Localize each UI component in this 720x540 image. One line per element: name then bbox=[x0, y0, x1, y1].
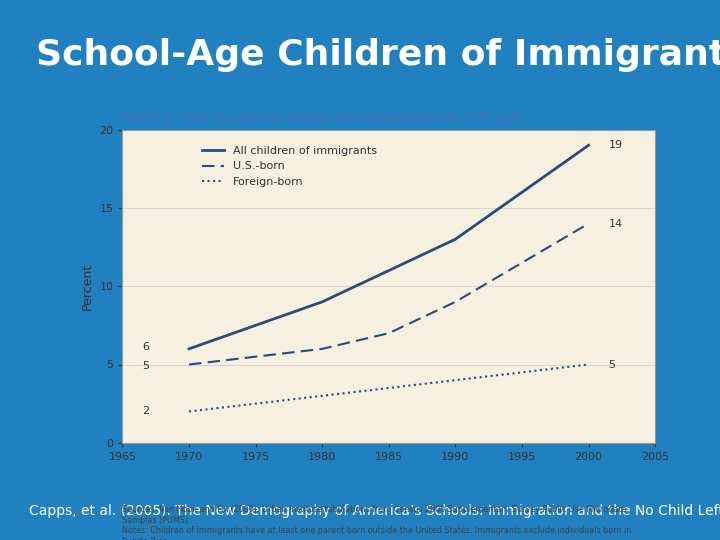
Text: 14: 14 bbox=[608, 219, 623, 228]
Text: 5: 5 bbox=[143, 361, 149, 371]
Legend: All children of immigrants, U.S.-born, Foreign-born: All children of immigrants, U.S.-born, F… bbox=[197, 141, 381, 191]
Y-axis label: Percent: Percent bbox=[81, 262, 94, 310]
Text: Capps, et al. (2005). The New Demography of America’s Schools: Immigration and t: Capps, et al. (2005). The New Demography… bbox=[29, 504, 720, 518]
Text: Sources: Van Hook and Fix (2000); Urban Institute tabulations from Census 2000 S: Sources: Van Hook and Fix (2000); Urban … bbox=[122, 505, 631, 540]
Text: 6: 6 bbox=[143, 342, 149, 352]
Text: School-Age Children of Immigrants: School-Age Children of Immigrants bbox=[36, 38, 720, 72]
Text: FIGURE 2.  Share of School-Age Children with Immigrant Parents, 1970–2000: FIGURE 2. Share of School-Age Children w… bbox=[122, 113, 522, 123]
Text: 5: 5 bbox=[608, 360, 616, 369]
Text: 2: 2 bbox=[143, 407, 150, 416]
Text: 19: 19 bbox=[608, 140, 623, 150]
